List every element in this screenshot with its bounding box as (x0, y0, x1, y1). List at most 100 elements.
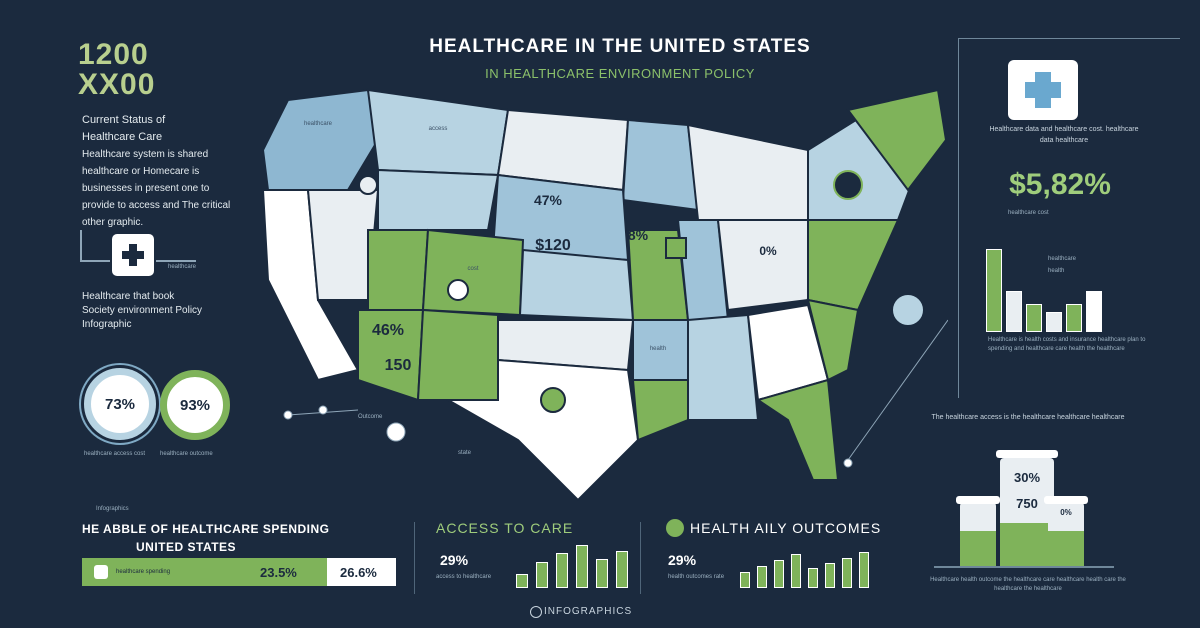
map-region-kansas (518, 248, 635, 322)
map-state-label-3: cost (467, 266, 478, 272)
access-bar (616, 551, 628, 588)
callout-node (386, 422, 406, 442)
access-caption: access to healthcare (436, 574, 492, 580)
person-icon (540, 387, 566, 413)
spending-title: HE ABBLE OF HEALTHCARE SPENDING (82, 522, 330, 536)
right-chart-label-1: healthcare (1048, 256, 1077, 262)
jars-baseline (934, 566, 1114, 568)
outcomes-bar (808, 568, 818, 588)
policy-text-line-1: Healthcare that book (82, 291, 175, 302)
access-bar-chart (516, 540, 628, 588)
map-label-3: 8% (628, 227, 649, 243)
page-subtitle: IN HEALTHCARE ENVIRONMENT POLICY (485, 66, 755, 81)
map-region-carolinas (806, 298, 860, 382)
access-bar (536, 562, 548, 588)
first-aid-icon (112, 234, 154, 276)
outcomes-bar (757, 566, 767, 588)
stat-ring-access-caption: healthcare access cost (84, 451, 146, 457)
map-region-northwest (261, 88, 380, 191)
stat-ring-outcome-caption: healthcare outcome (160, 451, 213, 457)
map-region-utah (367, 229, 430, 311)
stat-ring-outcome: 93% (160, 370, 230, 440)
outcomes-bar (842, 558, 852, 588)
outcomes-percent: 29% (668, 552, 697, 568)
right-chart-bar (1046, 312, 1062, 332)
outcomes-title: HEALTH AILY OUTCOMES (690, 520, 882, 536)
intro-body: Healthcare system is shared healthcare o… (82, 149, 231, 228)
jar-large-lid (996, 450, 1058, 458)
headline-number: 1200 XX00 (78, 40, 155, 100)
outcomes-bar (859, 552, 869, 588)
right-panel-bar-chart (986, 240, 1114, 332)
connector-line (80, 230, 82, 260)
policy-text-line-2: Society environment Policy (82, 305, 203, 316)
outcomes-bar (791, 554, 801, 588)
intro-heading-1: Current Status of (82, 114, 166, 126)
map-region-colorado (421, 228, 525, 317)
spending-progress-fill (82, 558, 327, 586)
heart-badge-icon (833, 170, 863, 200)
spending-progress-bar: healthcare spending 23.5% 26.6% (82, 558, 396, 586)
policy-text-line-3: Infographic (82, 319, 132, 330)
right-chart-bar (1066, 304, 1082, 332)
right-panel-frame (958, 38, 1180, 398)
heart-icon (666, 519, 684, 537)
right-chart-bar (986, 249, 1002, 332)
headline-number-line-1: 1200 (78, 38, 149, 71)
map-region-idaho-wyoming (377, 168, 500, 231)
connector-line (156, 260, 196, 262)
brand-icon (530, 606, 542, 618)
map-region-minnesota (621, 118, 700, 212)
callout-node (318, 405, 328, 415)
map-region-deep-south (687, 313, 760, 421)
spending-kicker: Infographics (96, 506, 129, 512)
jar-small-right-lid (1044, 496, 1088, 504)
outcomes-bar (825, 563, 835, 588)
cross-icon (665, 237, 687, 259)
right-chart-label-2: health (1048, 268, 1065, 274)
right-panel-value-caption: healthcare cost (1008, 210, 1049, 216)
right-chart-bar (1086, 291, 1102, 332)
map-region-ohio-valley (716, 219, 809, 312)
map-region-new-england (846, 88, 948, 192)
map-label-5: 150 (385, 357, 412, 374)
divider (414, 522, 415, 594)
divider (640, 522, 641, 594)
map-label-1: 47% (534, 192, 563, 208)
map-region-virginia (807, 219, 900, 312)
right-chart-bar (1026, 304, 1042, 332)
access-bar (576, 545, 588, 588)
jar-large-value: 30% (1013, 470, 1041, 485)
kit-caption: healthcare (168, 264, 197, 270)
jar-small-right-value: 0% (1060, 508, 1072, 517)
right-panel-notes: Healthcare is health costs and insurance… (988, 337, 1146, 352)
right-text-2: The healthcare access is the healthcare … (931, 414, 1125, 421)
callout-node (843, 458, 853, 468)
connector-line (80, 260, 110, 262)
outcomes-bar (740, 572, 750, 588)
lock-icon (358, 175, 378, 195)
map-state-label-4: health (650, 346, 666, 352)
outcomes-caption: health outcomes rate (668, 574, 725, 580)
map-callout-caption-2: state (458, 450, 472, 456)
stethoscope-icon (891, 293, 925, 327)
jars-caption: Healthcare health outcome the healthcare… (930, 577, 1126, 592)
footer-label: INFOGRAPHICS (544, 606, 633, 617)
jar-small-left (960, 502, 996, 566)
headline-number-line-2: XX00 (78, 68, 156, 101)
spending-title-line-2: UNITED STATES (136, 540, 237, 554)
right-chart-bar (1006, 291, 1022, 332)
map-region-louisiana (631, 379, 689, 442)
policy-text: Healthcare that book Society environment… (82, 290, 232, 332)
spending-value-2: 26.6% (340, 565, 377, 580)
access-bar (556, 553, 568, 588)
outcomes-bar-chart (740, 548, 880, 588)
right-panel-value: $5,82% (1009, 168, 1111, 201)
jar-small-left-lid (956, 496, 1000, 504)
right-panel-text: Healthcare data and healthcare cost. hea… (989, 126, 1139, 144)
intro-block: Current Status of Healthcare Care Health… (82, 112, 232, 231)
access-percent: 29% (440, 552, 469, 568)
map-label-2: $120 (535, 237, 571, 254)
hospital-icon (94, 565, 108, 579)
map-label-6: 0% (759, 244, 777, 258)
